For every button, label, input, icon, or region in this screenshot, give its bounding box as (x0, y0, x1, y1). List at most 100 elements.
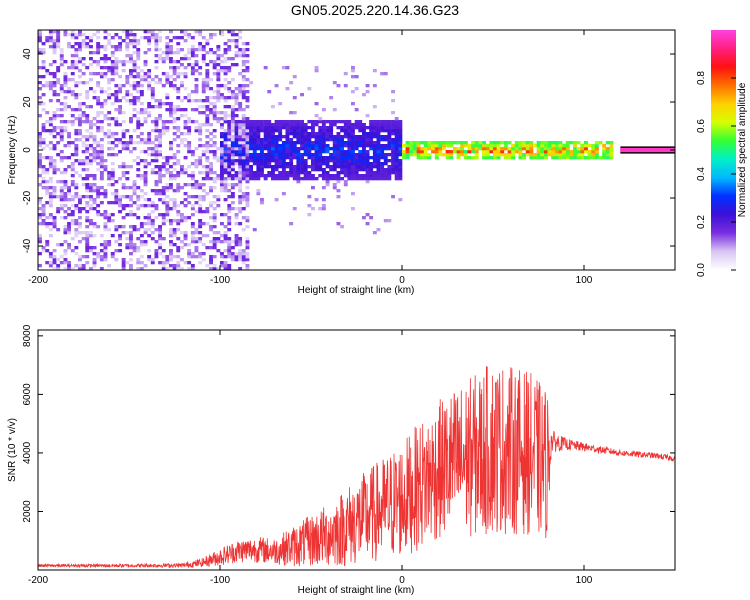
colorbar-tick-label: 0.4 (696, 167, 707, 181)
heatmap-cell (220, 96, 224, 100)
heatmap-cell (92, 135, 97, 139)
heatmap-cell (198, 99, 203, 103)
heatmap-cell (398, 132, 403, 136)
heatmap-cell (103, 246, 108, 250)
heatmap-cell (271, 174, 275, 178)
heatmap-cell (198, 42, 203, 46)
heatmap-cell (380, 150, 385, 154)
heatmap-cell (230, 30, 235, 34)
heatmap-cell (220, 177, 224, 181)
heatmap-cell (220, 144, 224, 148)
heatmap-cell (96, 72, 101, 76)
heatmap-cell (518, 156, 523, 160)
heatmap-cell (150, 105, 155, 109)
heatmap-cell (176, 210, 181, 214)
heatmap-cell (205, 63, 210, 67)
heatmap-cell (172, 138, 177, 142)
heatmap-cell (63, 186, 68, 190)
heatmap-cell (183, 138, 188, 142)
heatmap-cell (118, 165, 122, 169)
heatmap-cell (89, 204, 93, 208)
heatmap-cell (78, 48, 82, 52)
heatmap-cell (340, 129, 344, 133)
heatmap-cell (278, 171, 283, 175)
heatmap-cell (241, 120, 246, 124)
heatmap-cell (78, 117, 82, 121)
heatmap-cell (78, 207, 82, 211)
heatmap-cell (107, 228, 112, 232)
heatmap-cell (267, 153, 272, 157)
heatmap-cell (59, 48, 64, 52)
heatmap-cell (172, 264, 177, 268)
heatmap-cell (165, 129, 170, 133)
heatmap-cell (249, 168, 253, 172)
heatmap-cell (136, 204, 141, 208)
heatmap-cell (252, 129, 257, 133)
heatmap-cell (478, 141, 483, 145)
heatmap-y-tick-label: -20 (22, 190, 33, 205)
heatmap-cell (107, 147, 112, 151)
heatmap-cell (169, 186, 173, 190)
heatmap-cell (103, 75, 108, 79)
heatmap-cell (89, 132, 93, 136)
heatmap-cell (230, 39, 235, 43)
heatmap-cell (223, 96, 228, 100)
heatmap-cell (107, 243, 112, 247)
heatmap-cell (463, 150, 468, 154)
heatmap-cell (89, 249, 93, 253)
heatmap-cell (180, 30, 184, 34)
heatmap-cell (103, 159, 108, 163)
heatmap-cell (591, 144, 596, 148)
heatmap-cell (41, 102, 46, 106)
heatmap-cell (198, 210, 203, 214)
heatmap-cell (609, 141, 614, 145)
heatmap-cell (38, 159, 42, 163)
heatmap-cell (81, 141, 86, 145)
heatmap-cell (161, 264, 166, 268)
heatmap-cell (274, 168, 279, 172)
heatmap-cell (48, 87, 53, 91)
heatmap-cell (303, 144, 308, 148)
heatmap-cell (496, 153, 501, 157)
heatmap-cell (161, 219, 166, 223)
heatmap-cell (41, 207, 46, 211)
heatmap-cell (201, 171, 206, 175)
heatmap-cell (121, 144, 126, 148)
heatmap-cell (347, 138, 352, 142)
heatmap-cell (212, 144, 217, 148)
heatmap-cell (383, 177, 388, 181)
heatmap-cell (143, 162, 148, 166)
heatmap-cell (511, 156, 516, 160)
heatmap-cell (362, 162, 366, 166)
heatmap-cell (125, 45, 130, 49)
heatmap-cell (249, 81, 253, 85)
heatmap-cell (41, 177, 46, 181)
heatmap-cell (63, 267, 68, 271)
heatmap-cell (52, 261, 57, 265)
colorbar-tick-label: 0.8 (696, 71, 707, 85)
heatmap-cell (121, 207, 126, 211)
heatmap-cell (96, 186, 101, 190)
heatmap-cell (194, 201, 199, 205)
heatmap-cell (474, 150, 479, 154)
heatmap-cell (289, 123, 294, 127)
heatmap-cell (78, 240, 82, 244)
heatmap-cell (292, 153, 297, 157)
heatmap-cell (132, 159, 137, 163)
heatmap-cell (245, 180, 250, 184)
heatmap-cell (252, 147, 257, 151)
heatmap-cell (234, 93, 239, 97)
heatmap-cell (172, 126, 177, 130)
heatmap-cell (129, 225, 133, 229)
heatmap-cell (241, 228, 246, 232)
heatmap-cell (325, 180, 330, 184)
heatmap-cell (391, 147, 395, 151)
heatmap-cell (256, 135, 261, 139)
heatmap-cell (227, 243, 232, 247)
heatmap-cell (110, 102, 115, 106)
heatmap-cell (332, 144, 337, 148)
heatmap-cell (329, 153, 334, 157)
heatmap-cell (118, 90, 122, 94)
heatmap-cell (38, 87, 42, 91)
